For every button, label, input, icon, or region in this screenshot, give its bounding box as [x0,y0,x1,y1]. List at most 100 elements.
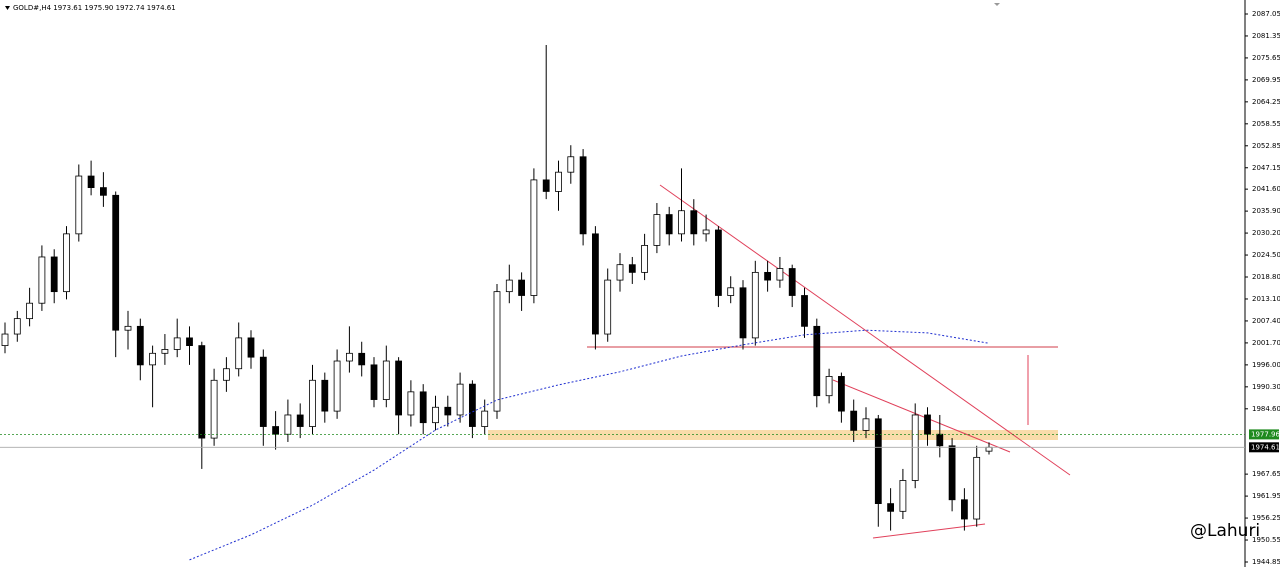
y-tick-label: 2075.65 [1252,54,1280,62]
candle-body [739,287,747,339]
candle-body [727,287,735,296]
candle-body [456,383,464,416]
y-tick-label: 2007.40 [1252,317,1280,325]
candle-body [63,233,70,293]
candle-body [678,210,685,235]
candle-body [973,456,981,520]
price-label: 1977.96 [1251,430,1280,438]
candle-body [100,187,107,196]
y-tick-label: 1956.25 [1252,514,1280,522]
candle-body [788,268,796,296]
candle-body [296,414,304,427]
candle-body [838,376,845,412]
candle-body [604,279,612,335]
candle-body [272,426,280,435]
price-label-box [1249,429,1279,440]
candle-body [776,268,784,281]
candle-body [149,352,157,366]
candle-body [112,194,120,331]
candle-body [247,337,255,358]
candle-body [173,337,181,350]
candle-body [26,302,34,320]
candle-body [468,383,476,427]
candle-body [616,264,624,281]
candle-body [370,364,378,400]
candle-body [850,410,858,431]
candle-body [358,352,366,366]
candle-body [419,391,427,424]
candle-body [874,418,882,505]
y-tick-label: 1984.60 [1252,405,1280,413]
candle-body [259,356,267,427]
y-tick-label: 2018.80 [1252,273,1280,281]
candle-body [50,256,58,293]
candle-body [505,279,513,293]
candle-body [801,295,808,327]
candle-body [13,318,21,335]
candle-body [235,337,243,370]
candle-body [961,499,968,520]
price-label: 1974.61 [1251,443,1280,451]
y-tick-label: 2047.15 [1252,164,1280,172]
y-tick-label: 2035.90 [1252,207,1280,215]
candle-body [702,229,710,235]
candle-body [899,480,907,512]
y-tick-label: 1950.55 [1252,536,1280,544]
candle-body [87,175,95,188]
candle-body [985,446,993,452]
y-tick-label: 2087.05 [1252,10,1280,18]
candle-body [813,325,821,397]
candle-body [825,376,833,397]
y-tick-label: 2052.85 [1252,142,1280,150]
trendline [659,184,1071,476]
candle-body [641,245,648,273]
candle-body [136,325,144,366]
candle-body [210,379,218,439]
candle-body [530,179,538,296]
moving-average [189,329,990,561]
menu-arrow[interactable] [5,6,10,10]
y-tick-label: 1961.95 [1252,492,1280,500]
trendline [872,523,986,539]
candle-body [518,279,525,296]
candle-body [936,433,944,447]
candle-body [715,229,722,296]
candle-body [321,379,329,412]
candle-body [1,333,9,347]
y-tick-label: 2069.95 [1252,76,1280,84]
y-tick-label: 2030.20 [1252,229,1280,237]
candle-body [345,352,353,362]
y-tick-label: 2001.70 [1252,339,1280,347]
candle-body [161,349,169,354]
candle-body [751,271,759,339]
y-tick-label: 2081.35 [1252,32,1280,40]
y-tick-label: 2024.50 [1252,251,1280,259]
y-tick-label: 1944.85 [1252,558,1280,566]
candle-body [948,445,956,501]
candle-body [333,360,341,412]
candle-body [764,271,771,281]
y-tick-label: 2064.25 [1252,98,1280,106]
y-tick-label: 1967.65 [1252,470,1280,478]
candle-body [382,360,390,400]
candle-body [75,175,83,235]
candle-body [222,368,230,381]
candle-body [395,360,403,416]
candle-body [555,171,562,192]
candle-body [542,179,550,192]
candle-body [592,233,599,335]
candle-body [444,406,452,416]
candle-body [628,264,636,273]
candle-body [284,414,292,435]
watermark: @Lahuri [1190,521,1260,541]
shift-marker [994,3,1000,6]
trendline [832,379,1011,453]
y-tick-label: 1996.00 [1252,361,1280,369]
candle-body [186,337,193,347]
candle-body [690,210,698,235]
candle-body [653,214,661,246]
y-tick-label: 2058.55 [1252,120,1280,128]
